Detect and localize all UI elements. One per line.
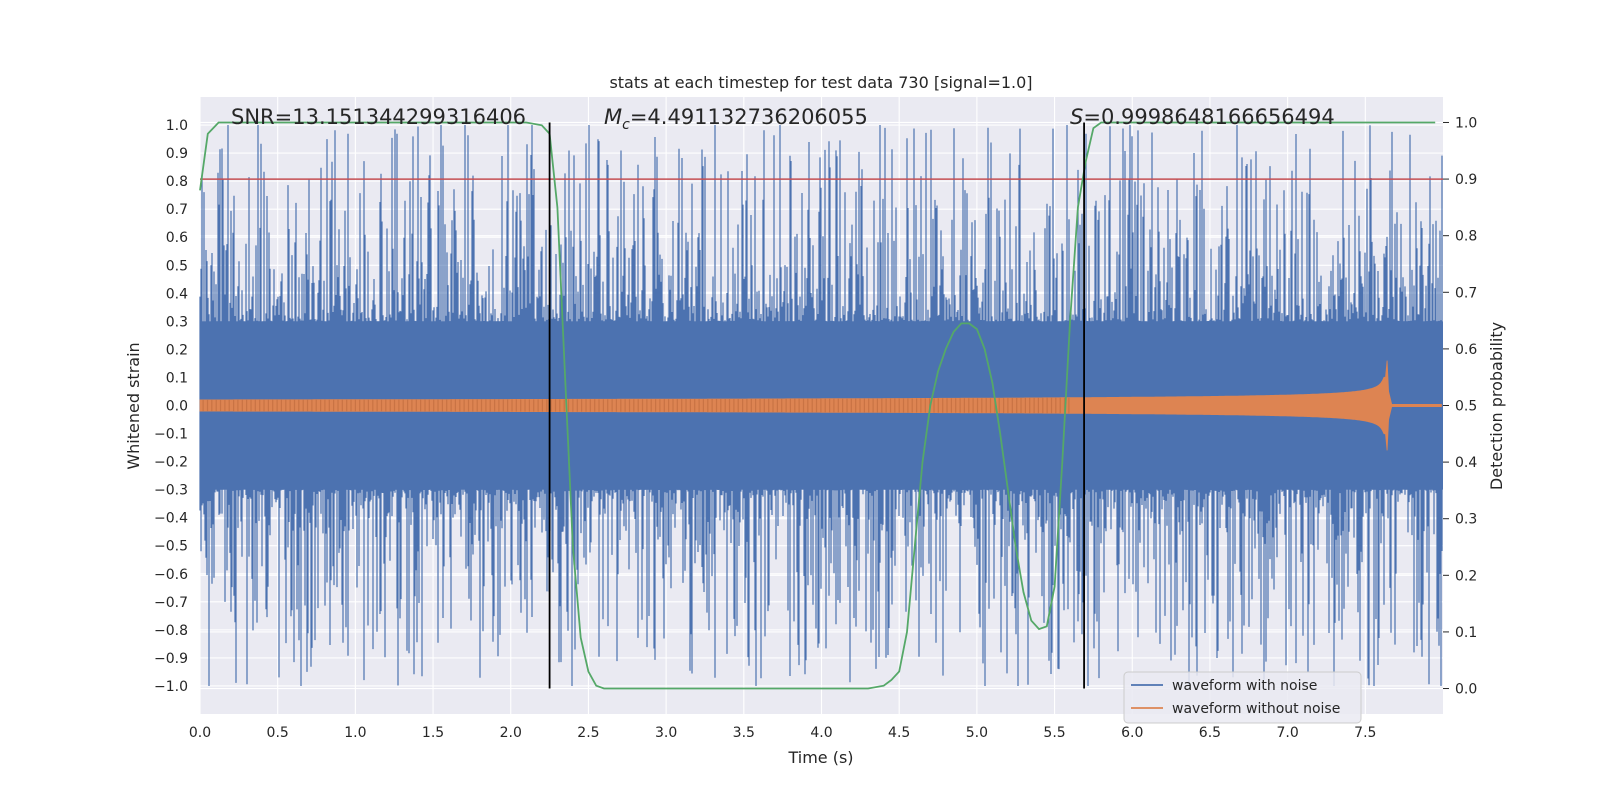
y-tick-label: −0.3 (154, 483, 188, 499)
y2-tick-label: 0.8 (1455, 229, 1477, 245)
y-tick-label: 0.1 (166, 370, 188, 386)
y-tick-label: −0.6 (154, 567, 188, 583)
x-tick-label: 3.0 (655, 725, 677, 741)
chart-title: stats at each timestep for test data 730… (609, 73, 1032, 92)
y-tick-label: 0.4 (166, 286, 188, 302)
y2-tick-label: 0.5 (1455, 399, 1477, 415)
y-tick-label: −0.5 (154, 539, 188, 555)
y2-tick-label: 0.3 (1455, 512, 1477, 528)
chirp-mass-annotation: Mc=4.491132736206055 (604, 105, 868, 133)
y-tick-label: −0.2 (154, 455, 188, 471)
y2-tick-label: 1.0 (1455, 115, 1477, 131)
y-tick-label: 0.2 (166, 342, 188, 358)
x-tick-label: 1.0 (344, 725, 366, 741)
x-axis-ticks: 0.0 0.5 1.0 1.5 2.0 2.5 3.0 3.5 4.0 4.5 5.0 5.5 6.0 6… (189, 725, 1377, 741)
y-tick-label: −0.8 (154, 623, 188, 639)
y-tick-label: −1.0 (154, 679, 188, 695)
x-tick-label: 2.0 (500, 725, 522, 741)
x-tick-label: 0.5 (267, 725, 289, 741)
detection-statistic-annotation: S=0.9998648166656494 (1070, 105, 1335, 129)
y-tick-label: 1.0 (166, 118, 188, 134)
y-tick-label: 0.6 (166, 230, 188, 246)
legend-label-clean: waveform without noise (1172, 701, 1340, 717)
y2-tick-label: 0.7 (1455, 285, 1477, 301)
overlay (199, 121, 1443, 690)
x-tick-label: 0.0 (189, 725, 211, 741)
x-tick-label: 2.5 (577, 725, 599, 741)
x-axis-label: Time (s) (787, 748, 853, 767)
y2-tick-label: 0.9 (1455, 172, 1477, 188)
detection-statistic-symbol: S (1070, 105, 1083, 129)
y-tick-label: −0.4 (154, 511, 188, 527)
y2-tick-label: 0.0 (1455, 682, 1477, 698)
y-tick-label: −0.7 (154, 595, 188, 611)
y-axis-label: Whitened strain (124, 342, 143, 469)
y2-axis-label: Detection probability (1487, 322, 1506, 490)
x-tick-label: 7.5 (1354, 725, 1376, 741)
y2-tick-label: 0.1 (1455, 625, 1477, 641)
chirp-mass-subscript: c (622, 117, 630, 133)
x-tick-label: 5.5 (1043, 725, 1065, 741)
y2-tick-label: 0.6 (1455, 342, 1477, 358)
y2-tick-label: 0.2 (1455, 568, 1477, 584)
x-tick-label: 3.5 (733, 725, 755, 741)
x-tick-label: 7.0 (1276, 725, 1298, 741)
detection-statistic-value: =0.9998648166656494 (1083, 105, 1334, 129)
legend: waveform with noise waveform without noi… (1123, 671, 1362, 724)
x-tick-label: 6.0 (1121, 725, 1143, 741)
y-tick-label: −0.9 (154, 651, 188, 667)
x-tick-label: 1.5 (422, 725, 444, 741)
x-tick-label: 4.5 (888, 725, 910, 741)
snr-annotation: SNR=13.151344299316406 (231, 105, 526, 129)
y-tick-label: 0.8 (166, 174, 188, 190)
x-tick-label: 5.0 (966, 725, 988, 741)
x-tick-label: 6.5 (1199, 725, 1221, 741)
chirp-mass-value: =4.491132736206055 (630, 105, 868, 129)
series-waveform-without-noise (199, 360, 1442, 451)
y-tick-label: 0.5 (166, 258, 188, 274)
clean-waveform-oscillation (202, 397, 1070, 414)
legend-box (1123, 671, 1362, 724)
y-tick-label: −0.1 (154, 427, 188, 443)
x-tick-label: 4.0 (810, 725, 832, 741)
legend-label-noise: waveform with noise (1172, 678, 1317, 694)
y-tick-label: 0.0 (166, 399, 188, 415)
chirp-mass-symbol: M (604, 105, 622, 129)
y-tick-label: 0.3 (166, 314, 188, 330)
y2-axis-ticks: 1.0 0.9 0.8 0.7 0.6 0.5 0.4 0.3 0.2 0.1 0.0 (1443, 115, 1477, 698)
y-axis-ticks: 1.0 0.9 0.8 0.7 0.6 0.5 0.4 0.3 0.2 0.1 0.0 −0.1 −0.… (154, 118, 188, 695)
y2-tick-label: 0.4 (1455, 455, 1477, 471)
y-tick-label: 0.7 (166, 202, 188, 218)
y-tick-label: 0.9 (166, 146, 188, 162)
